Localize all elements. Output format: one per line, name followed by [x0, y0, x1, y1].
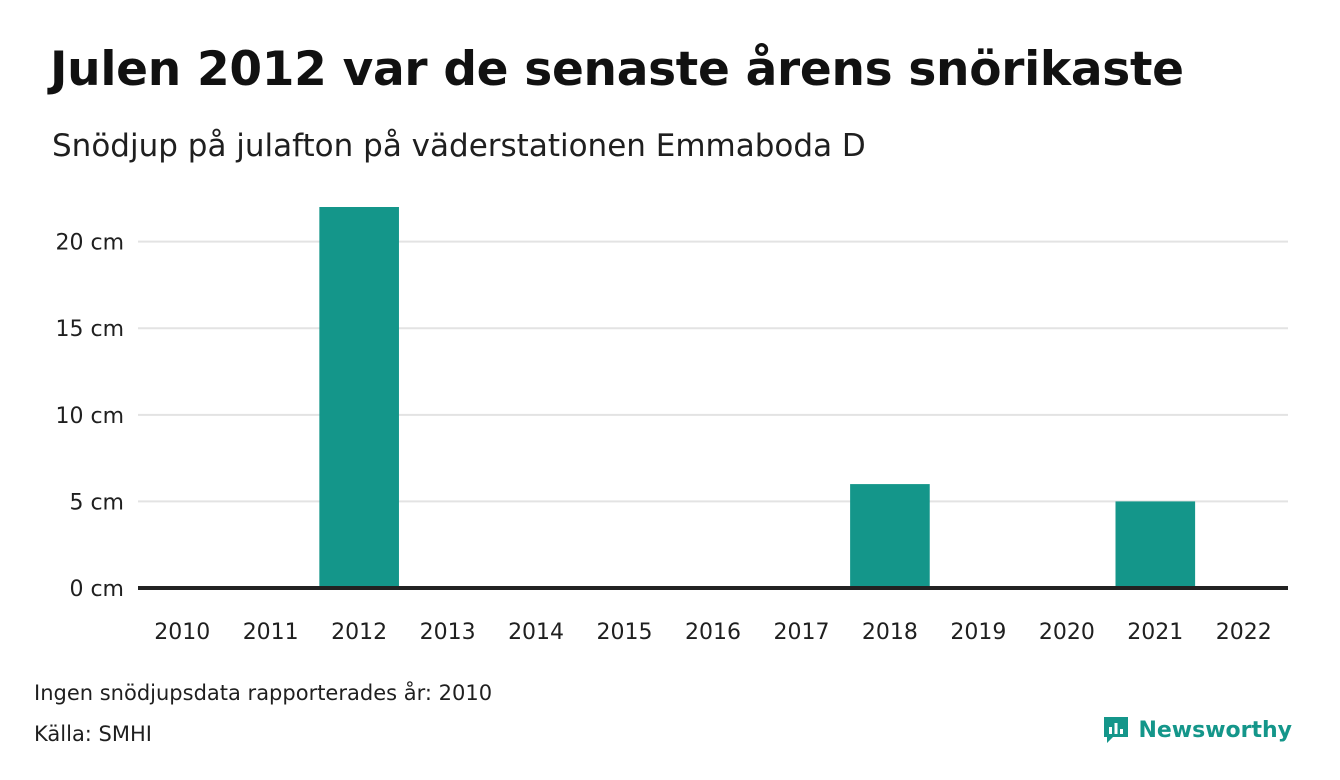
y-tick-label: 0 cm	[69, 577, 124, 602]
bar-2021	[1115, 501, 1196, 588]
y-tick-label: 5 cm	[69, 490, 124, 515]
newsworthy-logo-icon	[1104, 717, 1129, 743]
x-tick-label: 2017	[773, 620, 829, 645]
x-tick-label: 2015	[597, 620, 653, 645]
x-tick-label: 2016	[685, 620, 741, 645]
bars	[319, 207, 1196, 588]
bar-2012	[319, 207, 399, 588]
x-tick-label: 2019	[950, 620, 1006, 645]
y-tick-label: 20 cm	[55, 231, 124, 256]
y-tick-label: 10 cm	[55, 404, 124, 429]
chart-subtitle: Snödjup på julafton på väderstationen Em…	[52, 128, 866, 164]
x-axis-ticks: 2010 2011 2012 2013 2014 2015 2016 2017 2018 2019…	[154, 620, 1272, 645]
bar-chart: 0 cm 5 cm 10 cm 15 cm 20 cm 2010 2011 2012 2013…	[55, 207, 1288, 645]
x-tick-label: 2013	[420, 620, 476, 645]
source-note: Källa: SMHI	[34, 722, 152, 746]
x-tick-label: 2010	[154, 620, 210, 645]
x-tick-label: 2018	[862, 620, 918, 645]
x-tick-label: 2012	[331, 620, 387, 645]
x-tick-label: 2021	[1127, 620, 1183, 645]
y-axis-ticks: 0 cm 5 cm 10 cm 15 cm 20 cm	[55, 231, 124, 602]
brand-logo: Newsworthy	[1102, 715, 1292, 745]
x-tick-label: 2020	[1039, 620, 1095, 645]
x-tick-label: 2014	[508, 620, 564, 645]
y-tick-label: 15 cm	[55, 317, 124, 342]
chart-title: Julen 2012 var de senaste årens snörikas…	[50, 42, 1184, 97]
brand-name: Newsworthy	[1138, 717, 1292, 743]
gridlines	[138, 240, 1288, 503]
x-tick-label: 2022	[1216, 620, 1272, 645]
bar-2018	[850, 484, 930, 588]
missing-data-note: Ingen snödjupsdata rapporterades år: 201…	[34, 681, 493, 705]
x-tick-label: 2011	[243, 620, 299, 645]
